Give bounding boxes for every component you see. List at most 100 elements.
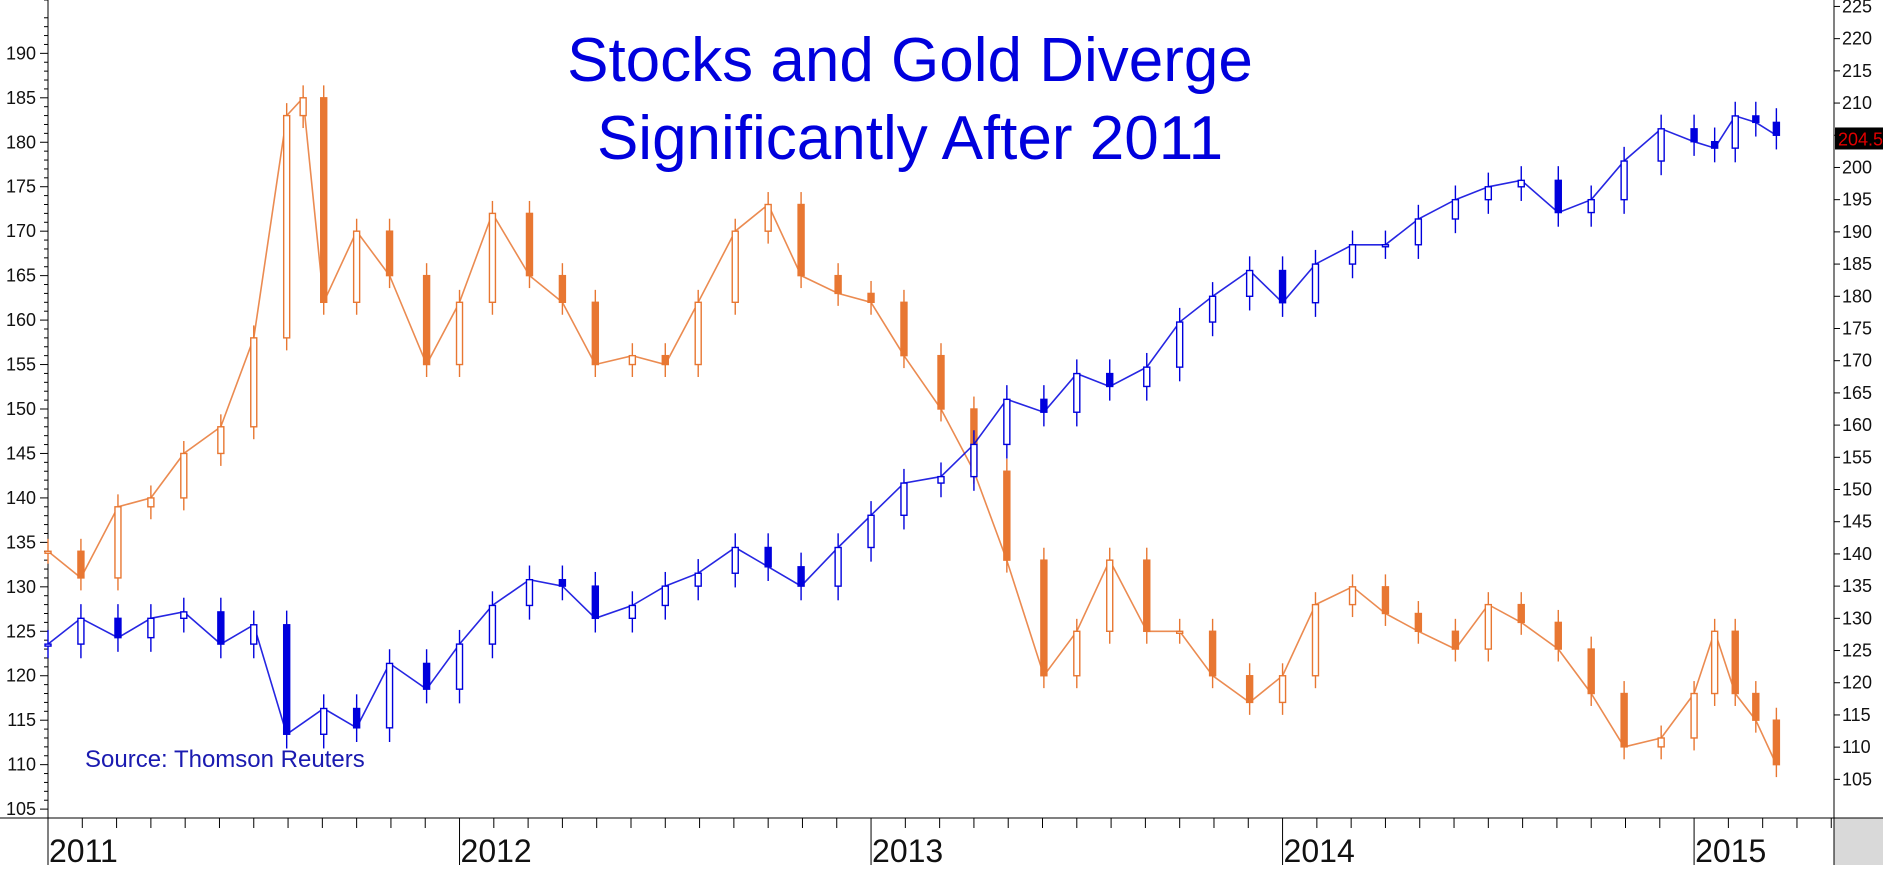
candle-body xyxy=(1106,372,1114,388)
right-axis-tick-label: 180 xyxy=(1842,286,1872,306)
candle-body xyxy=(1040,559,1048,677)
right-axis-tick-label: 215 xyxy=(1842,61,1872,81)
candle-body xyxy=(250,624,258,645)
candle-body xyxy=(1245,675,1254,704)
right-axis: 105 110 115 120 125 130 135 140 145 150 155 160 165 1… xyxy=(1834,0,1883,789)
left-axis-tick-label: 175 xyxy=(6,177,36,197)
left-axis-tick-label: 160 xyxy=(6,310,36,330)
candle-body xyxy=(217,611,225,645)
candle-body xyxy=(900,482,908,516)
candle-body xyxy=(299,97,307,117)
x-axis-label: 2015 xyxy=(1695,833,1766,865)
candle-body xyxy=(1245,269,1254,297)
candle-body xyxy=(1278,269,1287,304)
series-1 xyxy=(44,101,1781,749)
candle-body xyxy=(834,546,842,587)
candle-body xyxy=(1690,692,1698,739)
candle-body xyxy=(488,604,497,645)
candle-body xyxy=(591,301,600,366)
candle-body xyxy=(628,354,637,366)
last-price-label: 204.5 xyxy=(1838,129,1883,149)
candle-body xyxy=(44,550,52,554)
x-axis-label: 2013 xyxy=(872,833,943,865)
candle-body xyxy=(422,274,431,366)
series-0 xyxy=(44,85,1781,778)
candle-body xyxy=(44,643,52,647)
candle-body xyxy=(1657,737,1665,748)
candle-body xyxy=(1657,128,1665,162)
candle-body xyxy=(764,546,772,568)
right-axis-tick-label: 140 xyxy=(1842,544,1872,564)
candle-body xyxy=(1106,559,1114,632)
candle-body xyxy=(352,707,361,729)
right-axis-tick-label: 110 xyxy=(1842,737,1871,757)
candle-body xyxy=(114,506,122,579)
x-axis-label: 2012 xyxy=(461,833,532,865)
right-axis-tick-label: 210 xyxy=(1842,93,1872,113)
candle-body xyxy=(422,662,431,690)
candle-body xyxy=(1003,398,1011,446)
candle-body xyxy=(1311,603,1320,677)
left-axis-tick-label: 165 xyxy=(6,266,36,286)
candle-body xyxy=(1208,630,1217,677)
x-axis-label: 2014 xyxy=(1284,833,1355,865)
right-axis-tick-label: 160 xyxy=(1842,415,1872,435)
candle-body xyxy=(1554,179,1562,214)
right-axis-tick-label: 190 xyxy=(1842,222,1872,242)
candle-body xyxy=(1752,692,1760,721)
candle-body xyxy=(385,230,394,277)
right-axis-tick-label: 170 xyxy=(1842,351,1872,371)
candle-body xyxy=(147,617,155,639)
right-axis-tick-label: 130 xyxy=(1842,608,1872,628)
candle-body xyxy=(1451,198,1460,220)
x-axis: 2011 2012 2013 2014 2015 xyxy=(47,818,1832,869)
right-axis-tick-label: 220 xyxy=(1842,29,1872,49)
candle-body xyxy=(77,617,85,645)
candle-body xyxy=(217,426,225,455)
left-axis-tick-label: 190 xyxy=(6,43,36,63)
left-axis-tick-label: 105 xyxy=(6,799,36,819)
candle-body xyxy=(694,572,702,587)
candle-body xyxy=(937,354,945,410)
candle-body xyxy=(1451,630,1460,650)
left-axis-tick-label: 130 xyxy=(6,577,36,597)
candle-body xyxy=(525,212,534,277)
left-axis: 105 110 115 120 125 130 135 140 145 150 155 160 165 1… xyxy=(6,0,48,819)
candle-body xyxy=(1772,719,1781,766)
candle-body xyxy=(1414,218,1423,246)
left-axis-tick-label: 120 xyxy=(6,666,36,686)
series-layer xyxy=(44,85,1781,778)
left-axis-tick-label: 170 xyxy=(6,221,36,241)
left-axis-tick-label: 135 xyxy=(6,532,36,552)
right-axis-tick-label: 195 xyxy=(1842,190,1872,210)
candle-body xyxy=(320,97,328,304)
left-axis-tick-label: 180 xyxy=(6,132,36,152)
candle-body xyxy=(77,550,85,579)
candle-body xyxy=(1003,470,1011,561)
x-axis-label: 2011 xyxy=(49,833,118,865)
candle-body xyxy=(1620,160,1628,201)
candle-body xyxy=(558,274,567,304)
candle-body xyxy=(900,301,908,357)
candle-body xyxy=(797,203,805,277)
candle-body xyxy=(867,514,875,549)
corner-box xyxy=(1834,818,1883,865)
left-axis-tick-label: 185 xyxy=(6,88,36,108)
candle-body xyxy=(1731,630,1739,695)
candle-body xyxy=(1414,612,1423,632)
candle-body xyxy=(1348,586,1357,606)
candle-body xyxy=(1143,366,1151,388)
candle-body xyxy=(1484,603,1493,650)
candle-body xyxy=(1278,675,1287,704)
candle-body xyxy=(1517,179,1525,188)
left-axis-tick-label: 145 xyxy=(6,443,36,463)
candle-body xyxy=(320,707,328,735)
candle-body xyxy=(1073,372,1081,413)
candle-body xyxy=(797,566,805,587)
candle-body xyxy=(1484,186,1493,201)
candle-body xyxy=(970,443,978,478)
candle-body xyxy=(937,475,945,484)
